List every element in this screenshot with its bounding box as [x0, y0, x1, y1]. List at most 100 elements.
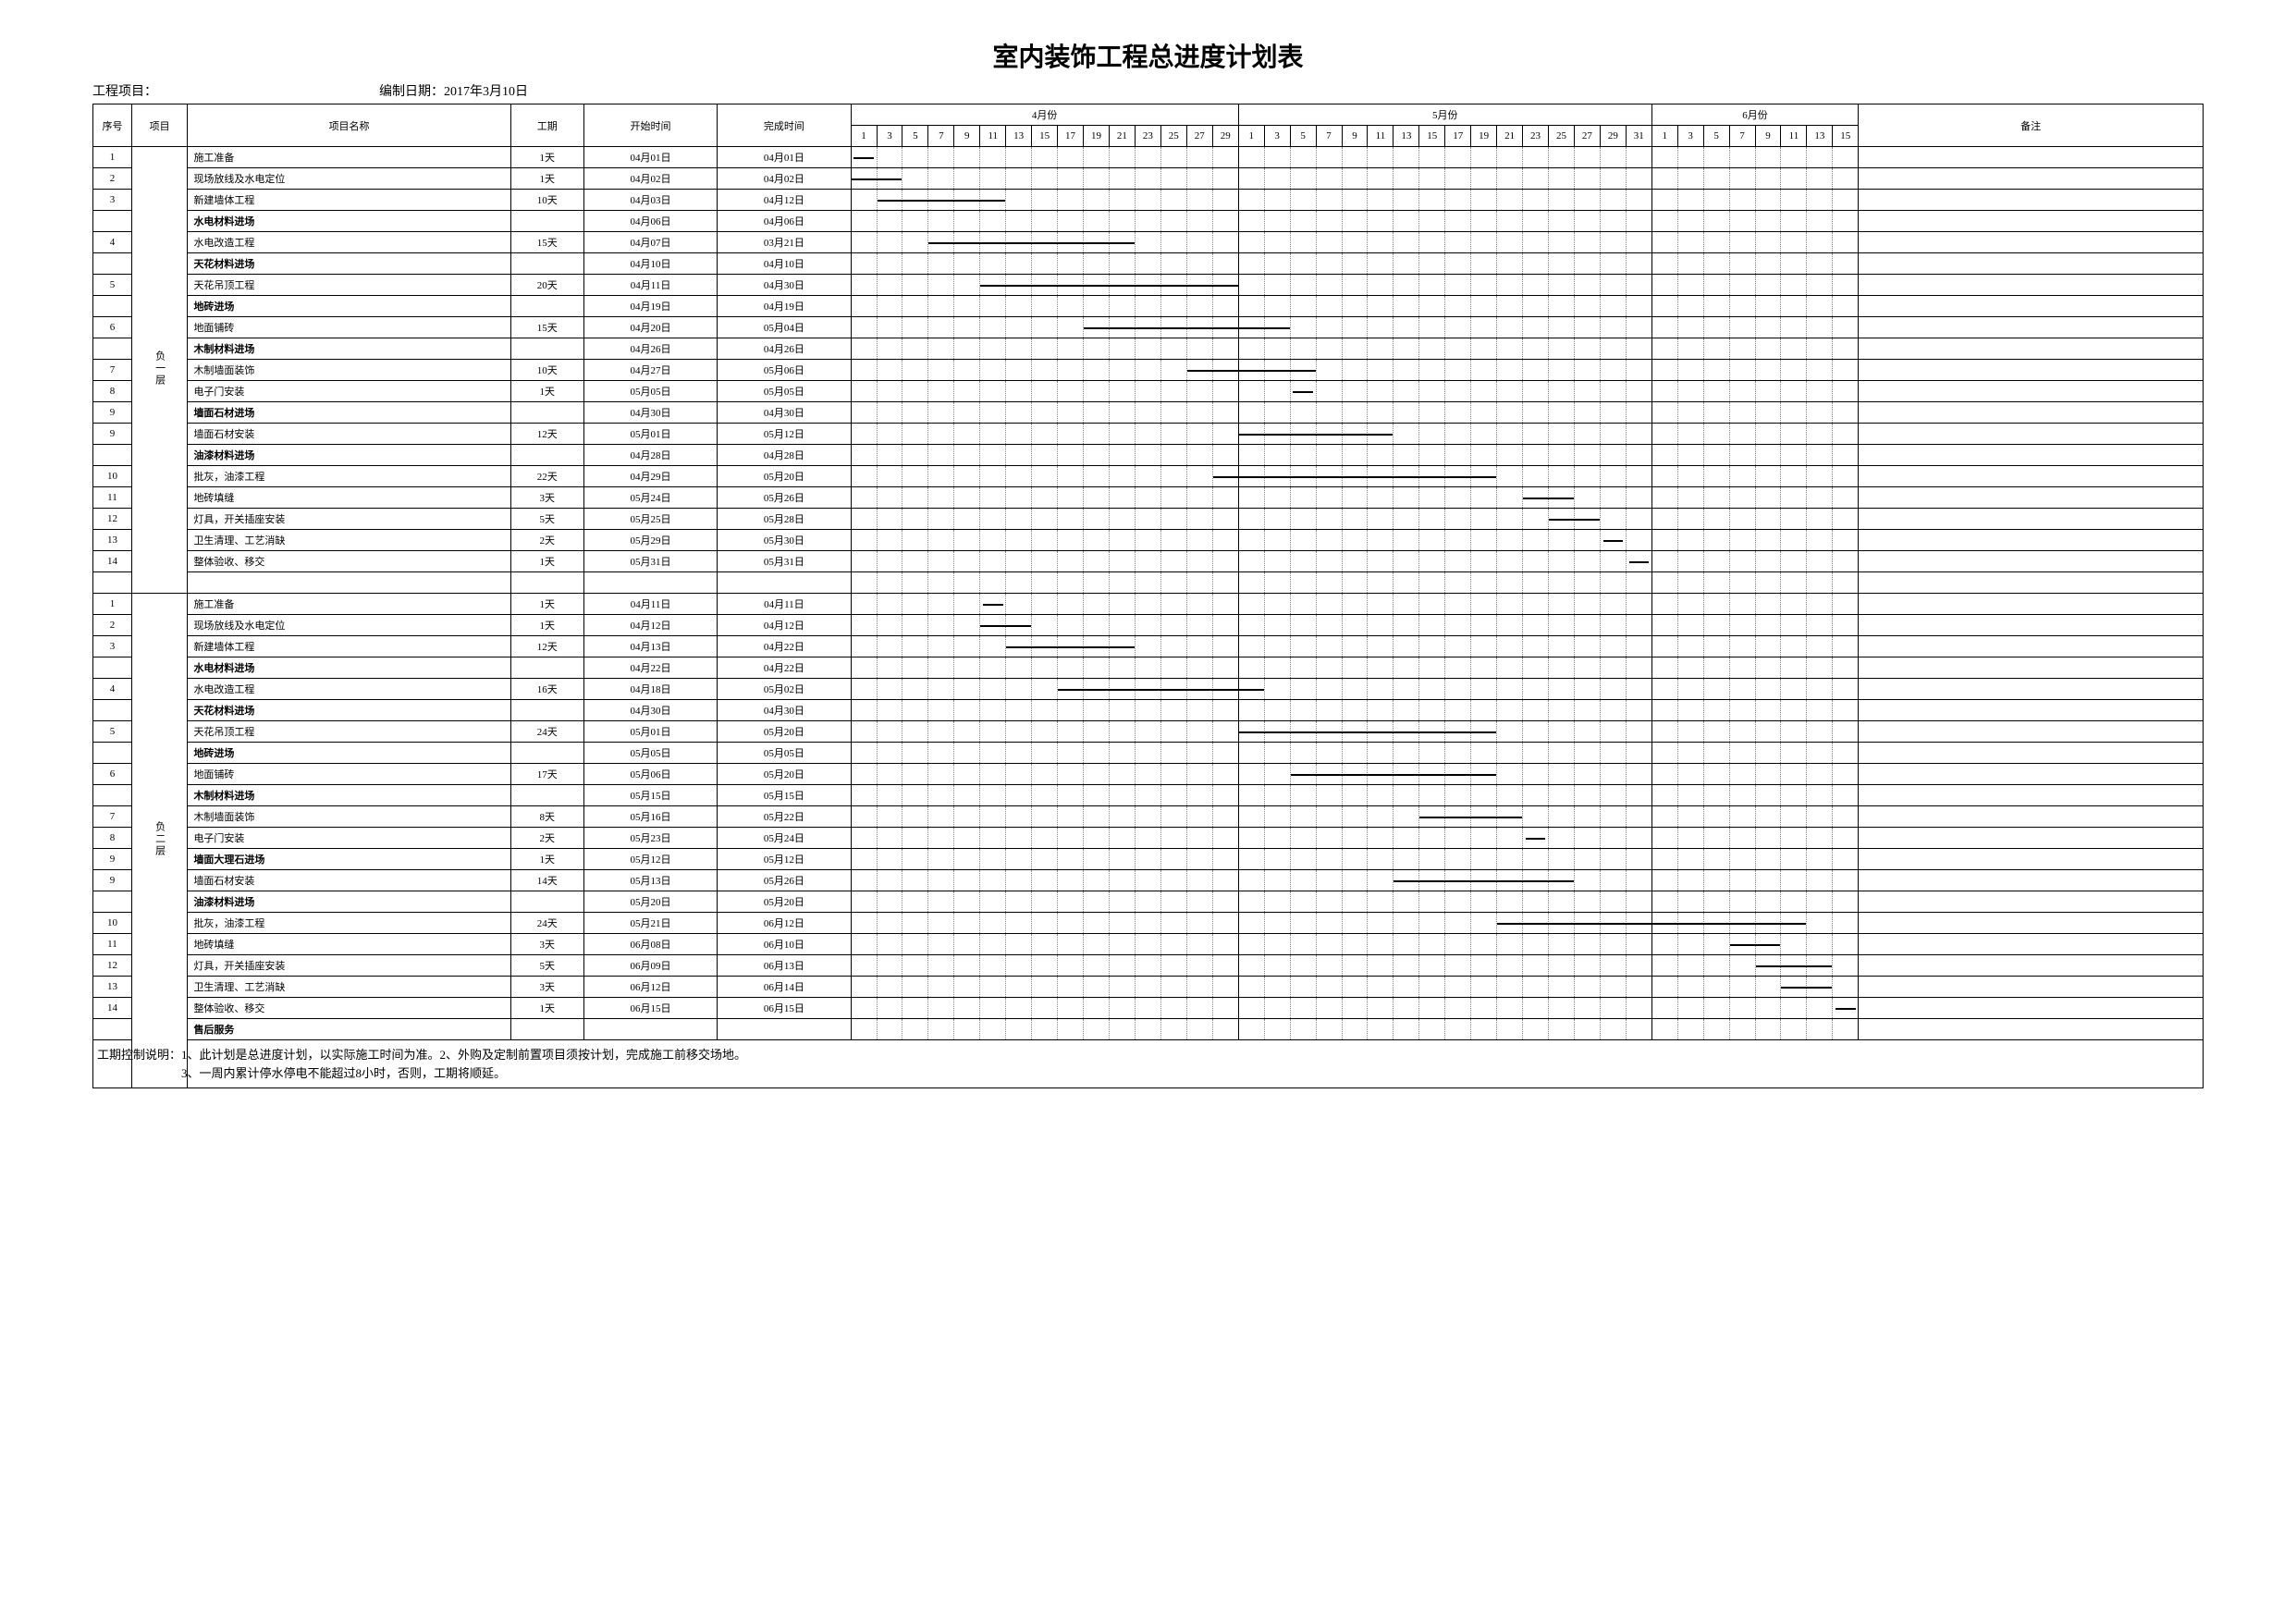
- gantt-cell: [1109, 253, 1135, 275]
- gantt-cell: [1651, 1019, 1677, 1040]
- gantt-cell: [1419, 913, 1445, 934]
- gantt-cell: [1264, 466, 1290, 487]
- gantt-cell: [902, 764, 928, 785]
- gantt-cell: [1600, 955, 1626, 977]
- gantt-cell: [1006, 445, 1032, 466]
- gantt-cell: [1833, 190, 1859, 211]
- gantt-cell: [1651, 764, 1677, 785]
- dur-cell: 15天: [510, 317, 583, 338]
- gantt-cell: [1238, 296, 1264, 317]
- seq-cell: 7: [93, 360, 132, 381]
- gantt-cell: [1212, 721, 1238, 743]
- gantt-cell: [1445, 232, 1471, 253]
- gantt-cell: [1497, 338, 1523, 360]
- gantt-cell: [1833, 594, 1859, 615]
- table-row: 油漆材料进场04月28日04月28日: [93, 445, 2204, 466]
- gantt-cell: [1212, 509, 1238, 530]
- gantt-cell: [1807, 381, 1833, 402]
- gantt-cell: [1781, 764, 1807, 785]
- gantt-cell: [1058, 466, 1084, 487]
- gantt-cell: [1058, 296, 1084, 317]
- gantt-cell: [1445, 977, 1471, 998]
- gantt-cell: [1264, 381, 1290, 402]
- gantt-cell: [1574, 657, 1600, 679]
- gantt-cell: [1160, 402, 1186, 424]
- gantt-cell: [1290, 594, 1316, 615]
- seq-cell: 9: [93, 424, 132, 445]
- gantt-cell: [1058, 934, 1084, 955]
- gantt-cell: [1781, 296, 1807, 317]
- gantt-cell: [1729, 190, 1755, 211]
- gantt-cell: [1160, 977, 1186, 998]
- gantt-cell: [954, 891, 980, 913]
- gantt-cell: [980, 615, 1006, 636]
- gantt-cell: [1084, 317, 1110, 338]
- dur-cell: 5天: [510, 955, 583, 977]
- gantt-cell: [1186, 424, 1212, 445]
- gantt-cell: [877, 168, 902, 190]
- gantt-cell: [1574, 913, 1600, 934]
- dur-cell: 17天: [510, 764, 583, 785]
- gantt-cell: [1549, 381, 1575, 402]
- gantt-cell: [1084, 849, 1110, 870]
- day-header: 1: [1651, 126, 1677, 147]
- name-cell: 批灰，油漆工程: [188, 913, 510, 934]
- gantt-cell: [1135, 530, 1160, 551]
- gantt-cell: [1238, 849, 1264, 870]
- gantt-cell: [1419, 764, 1445, 785]
- gantt-cell: [1135, 891, 1160, 913]
- gantt-cell: [1368, 594, 1394, 615]
- gantt-cell: [1833, 1019, 1859, 1040]
- gantt-cell: [1677, 998, 1703, 1019]
- gantt-cell: [877, 402, 902, 424]
- note-cell: [1859, 998, 2204, 1019]
- gantt-cell: [1445, 317, 1471, 338]
- gantt-cell: [1497, 211, 1523, 232]
- gantt-cell: [1549, 594, 1575, 615]
- dur-cell: [510, 572, 583, 594]
- gantt-cell: [1471, 700, 1497, 721]
- gantt-cell: [1833, 296, 1859, 317]
- gantt-cell: [1058, 190, 1084, 211]
- start-cell: 05月16日: [583, 806, 717, 828]
- gantt-cell: [1084, 828, 1110, 849]
- gantt-cell: [877, 806, 902, 828]
- gantt-cell: [1419, 828, 1445, 849]
- gantt-cell: [1755, 296, 1781, 317]
- gantt-cell: [1445, 806, 1471, 828]
- gantt-cell: [980, 743, 1006, 764]
- gantt-cell: [1833, 487, 1859, 509]
- gantt-cell: [1394, 466, 1419, 487]
- gantt-cell: [1677, 934, 1703, 955]
- gantt-cell: [1523, 317, 1549, 338]
- gantt-cell: [954, 360, 980, 381]
- gantt-cell: [1833, 828, 1859, 849]
- name-cell: 现场放线及水电定位: [188, 615, 510, 636]
- gantt-cell: [1316, 338, 1342, 360]
- gantt-cell: [954, 530, 980, 551]
- gantt-cell: [1316, 955, 1342, 977]
- gantt-cell: [902, 509, 928, 530]
- gantt-cell: [1600, 721, 1626, 743]
- gantt-cell: [1574, 828, 1600, 849]
- end-cell: 03月21日: [718, 232, 851, 253]
- name-cell: 地砖填缝: [188, 934, 510, 955]
- gantt-cell: [1651, 657, 1677, 679]
- gantt-cell: [954, 1019, 980, 1040]
- dur-cell: [510, 1019, 583, 1040]
- gantt-cell: [928, 1019, 954, 1040]
- gantt-cell: [1186, 828, 1212, 849]
- gantt-cell: [902, 466, 928, 487]
- gantt-cell: [1186, 934, 1212, 955]
- gantt-cell: [1160, 530, 1186, 551]
- gantt-cell: [1368, 828, 1394, 849]
- gantt-cell: [1186, 551, 1212, 572]
- gantt-cell: [1058, 657, 1084, 679]
- gantt-cell: [1032, 870, 1058, 891]
- gantt-cell: [1264, 509, 1290, 530]
- gantt-cell: [1651, 487, 1677, 509]
- gantt-cell: [1316, 232, 1342, 253]
- gantt-cell: [1212, 891, 1238, 913]
- gantt-cell: [1342, 785, 1368, 806]
- end-cell: 05月22日: [718, 806, 851, 828]
